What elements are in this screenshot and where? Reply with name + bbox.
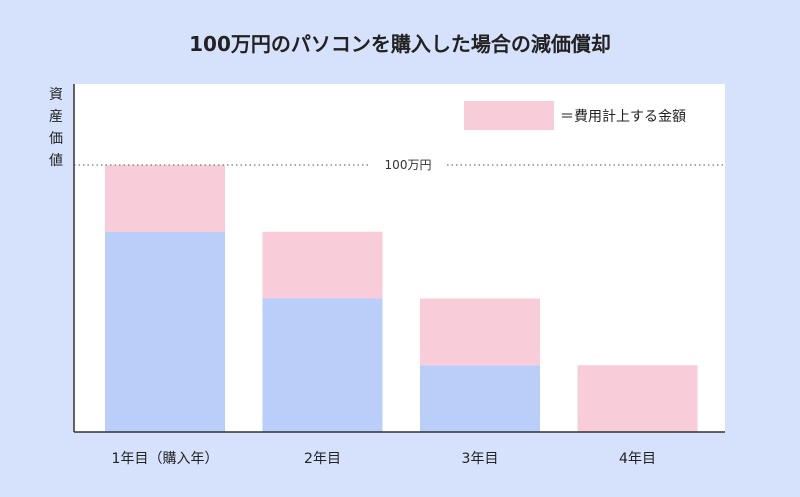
bar-segment-expensed-2: [262, 231, 383, 299]
reference-line-label: 100万円: [385, 158, 432, 172]
x-tick-label: 1年目（購入年）: [112, 451, 219, 467]
x-tick-label: 2年目: [304, 451, 341, 467]
legend-swatch: [464, 101, 554, 130]
bar-segment-expensed-4: [577, 365, 698, 432]
chart-title: 100万円のパソコンを購入した場合の減価償却: [189, 32, 611, 56]
legend: ＝費用計上する金額: [464, 101, 686, 130]
bar-segment-asset-value-2: [262, 298, 383, 432]
legend-label: ＝費用計上する金額: [560, 109, 686, 125]
bars-group: [105, 165, 698, 432]
bar-segment-asset-value-1: [105, 231, 225, 432]
x-tick-label: 4年目: [619, 451, 656, 467]
y-axis-label: 資産価値: [49, 87, 63, 169]
x-tick-label: 3年目: [462, 451, 499, 467]
bar-segment-expensed-3: [420, 298, 540, 366]
x-tick-labels: 1年目（購入年） 2年目 3年目 4年目: [112, 451, 656, 467]
bar-segment-asset-value-3: [420, 365, 540, 432]
reference-line-group: 100万円: [74, 158, 725, 172]
bar-segment-expensed-1: [105, 165, 225, 232]
